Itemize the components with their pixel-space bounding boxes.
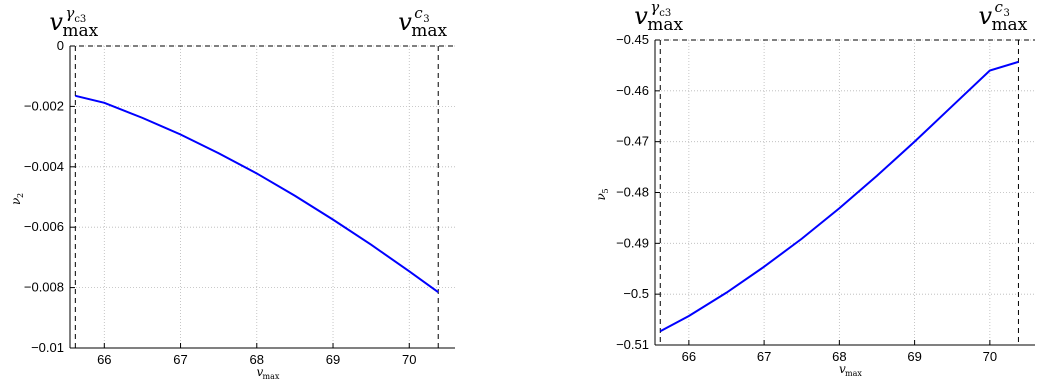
y-axis-label-base: ν: [594, 193, 608, 200]
x-tick-label: 66: [97, 352, 111, 367]
y-tick-label: −0.006: [24, 219, 64, 234]
x-tick-label: 67: [173, 352, 187, 367]
y-tick-label: −0.49: [616, 235, 649, 250]
vline-label-sub: max: [991, 15, 1027, 35]
series-line: [659, 60, 1019, 333]
vline-label-base: v: [634, 2, 648, 30]
y-axis-label-sub: 5: [601, 188, 610, 193]
y-tick-label: −0.46: [616, 83, 649, 98]
vline-label-sub: max: [411, 21, 447, 41]
vline-label-sub: max: [62, 21, 98, 41]
vline-label-base: v: [49, 8, 63, 36]
y-tick-label: −0.47: [616, 134, 649, 149]
y-axis-label: ν2: [9, 193, 25, 205]
x-tick-label: 68: [832, 349, 846, 364]
y-tick-label: −0.45: [616, 32, 649, 47]
vline-label-supsub: 3: [1003, 8, 1009, 19]
x-axis-label-base: v: [257, 365, 264, 379]
x-tick-label: 67: [757, 349, 771, 364]
chart-panel-2: 66 67 68 69 70 −0.51 −0.5 −0.49 −0.48 −0.47 −0.46 −…: [594, 0, 1035, 378]
y-axis-label: ν5: [594, 188, 610, 200]
y-axis-label-sub: 2: [16, 193, 25, 198]
vline-label-sup: c: [414, 4, 423, 22]
vline-label-supsub: 3: [423, 14, 429, 25]
y-tick-label: −0.008: [24, 280, 64, 295]
y-tick-label: −0.01: [31, 340, 64, 355]
x-tick-label: 70: [402, 352, 416, 367]
y-tick-label: −0.002: [24, 98, 64, 113]
y-tick-label: −0.51: [616, 337, 649, 352]
vline-label-sub: max: [647, 15, 683, 35]
x-axis-label-sub: max: [845, 369, 862, 378]
x-tick-label: 68: [250, 352, 264, 367]
series-line: [75, 94, 439, 293]
x-axis-label: v max: [257, 365, 280, 381]
vline-label-sup: γ: [650, 0, 659, 16]
x-tick-label: 69: [907, 349, 921, 364]
vline-label-supsub: c3: [659, 8, 671, 19]
vline-label-sup: γ: [65, 4, 74, 22]
y-tick-label: 0: [57, 38, 64, 53]
vline-label-base: v: [398, 8, 412, 36]
x-tick-label: 70: [983, 349, 997, 364]
y-axis-label-base: ν: [9, 198, 23, 205]
x-axis-label-base: v: [839, 362, 846, 376]
x-axis-label-sub: max: [263, 372, 280, 381]
x-tick-label: 66: [682, 349, 696, 364]
vline-label-sup: c: [994, 0, 1003, 16]
y-tick-label: −0.004: [24, 159, 64, 174]
chart-panel-1: 66 67 68 69 70 −0.01 −0.008 −0.006 −0.004 −0.002 0…: [9, 4, 455, 381]
y-tick-label: −0.5: [623, 286, 649, 301]
vline-label-supsub: c3: [74, 14, 86, 25]
x-axis-label: v max: [839, 362, 862, 378]
vline-label-base: v: [978, 2, 992, 30]
x-tick-label: 69: [326, 352, 340, 367]
y-tick-label: −0.48: [616, 185, 649, 200]
